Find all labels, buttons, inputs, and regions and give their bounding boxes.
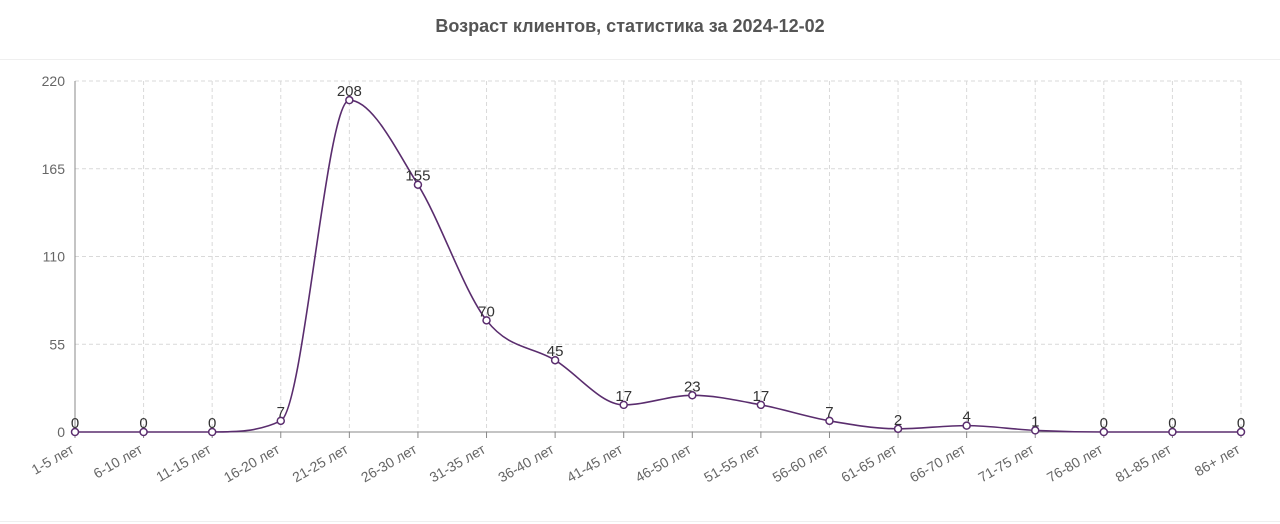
data-point[interactable] <box>1030 426 1040 435</box>
data-point[interactable] <box>962 421 971 430</box>
data-label: 45 <box>547 343 564 360</box>
data-label: 0 <box>71 415 79 432</box>
x-tick-label: 16-20 лет <box>221 440 283 485</box>
x-tick-label: 31-35 лет <box>427 440 489 485</box>
data-point[interactable] <box>70 427 80 437</box>
x-tick-label: 61-65 лет <box>838 440 900 485</box>
y-tick-label: 165 <box>42 161 66 177</box>
data-label: 7 <box>825 404 833 421</box>
series-line <box>74 99 1241 433</box>
data-label: 0 <box>208 415 216 432</box>
x-tick-label: 6-10 лет <box>90 440 145 481</box>
data-label: 7 <box>277 404 285 421</box>
data-point[interactable] <box>688 391 697 400</box>
y-tick-label: 55 <box>49 336 65 352</box>
data-point[interactable] <box>1099 427 1109 437</box>
data-point[interactable] <box>1168 427 1177 437</box>
data-label: 0 <box>139 415 147 432</box>
data-point[interactable] <box>207 427 217 437</box>
x-tick-label: 56-60 лет <box>770 440 832 485</box>
data-point[interactable] <box>550 355 560 365</box>
data-point[interactable] <box>345 95 354 105</box>
data-label: 23 <box>684 378 701 395</box>
line-layer <box>74 99 1241 433</box>
x-tick-label: 71-75 лет <box>975 440 1037 485</box>
data-point[interactable] <box>825 416 834 426</box>
x-tick-label: 51-55 лет <box>701 440 763 485</box>
data-label: 4 <box>962 409 970 426</box>
x-tick-label: 66-70 лет <box>907 440 969 485</box>
data-label: 70 <box>478 303 495 320</box>
y-tick-label: 110 <box>43 249 66 265</box>
data-point[interactable] <box>139 427 148 437</box>
y-tick-label: 220 <box>42 73 66 89</box>
data-point[interactable] <box>756 400 766 410</box>
data-label: 0 <box>1100 415 1108 432</box>
data-point[interactable] <box>1236 427 1246 437</box>
y-tick-label: 0 <box>57 424 65 440</box>
x-tick-label: 11-15 лет <box>153 440 214 484</box>
x-tick-label: 1-5 лет <box>29 440 77 477</box>
data-label: 0 <box>1237 415 1245 432</box>
data-label: 0 <box>1168 415 1176 432</box>
x-tick-label: 26-30 лет <box>358 440 420 485</box>
x-tick-label: 36-40 лет <box>495 440 557 485</box>
data-label: 2 <box>894 412 902 429</box>
x-tick-label: 86+ лет <box>1192 440 1243 479</box>
data-point[interactable] <box>619 400 628 410</box>
point-layer <box>70 95 1246 437</box>
grid-layer <box>75 80 1242 432</box>
x-tick-label: 46-50 лет <box>632 440 694 485</box>
title-divider <box>0 59 1280 60</box>
x-tick-label: 76-80 лет <box>1044 440 1106 485</box>
data-point[interactable] <box>413 180 423 189</box>
data-point[interactable] <box>893 424 903 434</box>
x-tick-label: 41-45 лет <box>564 440 626 485</box>
data-point[interactable] <box>482 316 491 325</box>
data-label: 1 <box>1031 413 1039 430</box>
bottom-divider <box>0 521 1280 522</box>
data-label: 208 <box>337 83 362 100</box>
x-tick-label: 81-85 лет <box>1113 440 1175 485</box>
data-label: 155 <box>405 168 430 185</box>
x-tick-label: 21-25 лет <box>289 440 351 485</box>
data-label: 17 <box>615 388 632 405</box>
chart-title: Возраст клиентов, статистика за 2024-12-… <box>435 16 825 36</box>
data-label: 17 <box>753 388 770 405</box>
label-layer: 0 0 0 7 208 155 70 45 17 23 17 7 2 4 1 0 0 0 <box>71 83 1245 432</box>
data-point[interactable] <box>276 416 286 426</box>
